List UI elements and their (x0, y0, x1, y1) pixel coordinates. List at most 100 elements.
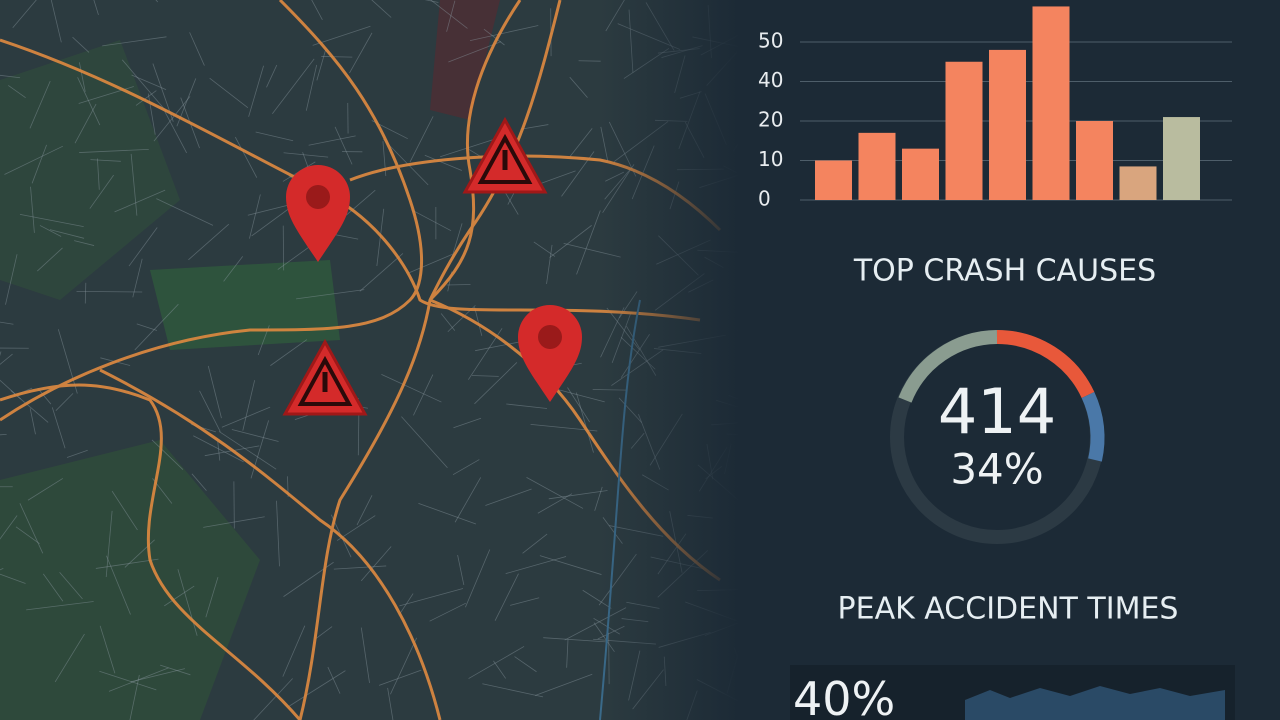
street (546, 244, 553, 284)
street (0, 515, 18, 540)
street (189, 32, 205, 66)
street (0, 353, 13, 365)
street (776, 447, 799, 499)
street (475, 340, 523, 352)
street (311, 0, 323, 21)
street (19, 503, 44, 554)
donut-segment (898, 330, 998, 403)
street (29, 408, 36, 435)
street (248, 65, 264, 117)
road (0, 383, 302, 720)
street (253, 678, 293, 720)
street (785, 371, 805, 379)
street (800, 546, 842, 563)
street (381, 373, 442, 403)
street (349, 32, 373, 74)
crash-pin[interactable] (286, 165, 350, 262)
street (471, 375, 499, 377)
street (29, 80, 51, 129)
street (79, 148, 149, 153)
warning-marker[interactable] (282, 338, 368, 416)
bar (989, 49, 1026, 201)
street (4, 145, 64, 175)
street (526, 476, 584, 509)
peak-sparkline (965, 686, 1225, 720)
street (543, 637, 609, 643)
street (493, 660, 506, 679)
street (494, 573, 519, 621)
crash-pin[interactable] (518, 305, 582, 402)
street (121, 59, 167, 113)
street (282, 625, 306, 677)
street (482, 683, 544, 698)
street (160, 664, 191, 676)
street (424, 0, 439, 3)
street (803, 214, 834, 236)
street (30, 186, 35, 233)
street (537, 493, 573, 514)
pin-icon (306, 185, 330, 209)
street (465, 549, 491, 608)
warning-outline (477, 133, 533, 184)
park (0, 440, 260, 720)
warning-marker[interactable] (462, 116, 548, 194)
street (327, 666, 341, 694)
street (90, 159, 121, 162)
street (99, 625, 116, 674)
street (37, 387, 52, 405)
street (566, 639, 569, 668)
street (755, 449, 784, 459)
street (548, 490, 608, 500)
street (483, 28, 505, 46)
street (549, 225, 592, 258)
street (242, 380, 256, 431)
street (108, 667, 169, 692)
street (111, 490, 138, 531)
street (249, 194, 261, 239)
street (106, 555, 131, 615)
street (446, 0, 456, 32)
street (8, 85, 26, 98)
street (474, 362, 518, 405)
street (321, 56, 353, 58)
street (129, 674, 140, 720)
street (424, 154, 462, 171)
street (50, 0, 62, 43)
street (334, 126, 353, 165)
street (26, 601, 94, 611)
street (136, 323, 158, 331)
street (814, 453, 849, 471)
street (130, 668, 185, 683)
street (407, 254, 453, 274)
street (59, 571, 83, 600)
y-tick-label: 20 (758, 108, 783, 132)
street (191, 473, 207, 491)
street (356, 495, 373, 526)
street (823, 460, 845, 474)
warning-bang (322, 372, 328, 392)
bar (1163, 117, 1200, 200)
street (834, 0, 851, 35)
street (283, 152, 329, 158)
street (156, 198, 214, 226)
street (74, 103, 97, 144)
street (522, 533, 548, 554)
street (764, 219, 794, 246)
street (130, 153, 138, 216)
street (19, 213, 84, 228)
street (771, 540, 794, 591)
street (31, 144, 47, 184)
street (231, 429, 279, 442)
street (399, 588, 464, 607)
street (276, 500, 280, 567)
street (387, 687, 394, 720)
street (454, 477, 482, 523)
street (234, 136, 258, 178)
street (791, 627, 805, 661)
street (287, 670, 346, 708)
street (505, 556, 567, 575)
road (0, 38, 701, 322)
street (39, 225, 62, 237)
street (266, 64, 278, 88)
